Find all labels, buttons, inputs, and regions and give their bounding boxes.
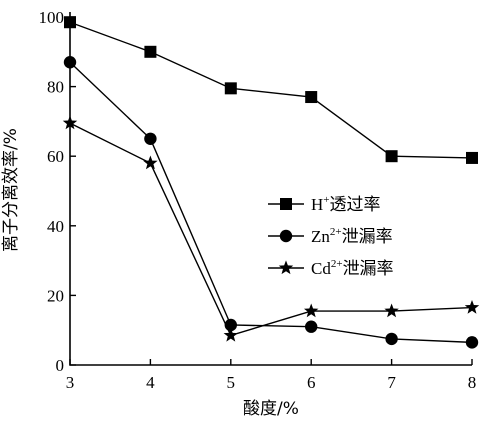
data-point-square — [64, 16, 76, 29]
y-tick-label: 40 — [47, 217, 64, 236]
data-point-circle — [465, 336, 479, 349]
data-point-star — [143, 155, 158, 170]
data-point-circle — [385, 332, 398, 346]
x-tick-label: 3 — [66, 373, 75, 392]
x-tick-label: 6 — [307, 373, 316, 392]
legend-ion: H — [311, 195, 323, 214]
legend-charge: + — [323, 194, 329, 206]
series-circle — [63, 56, 479, 349]
legend-ion: Zn — [311, 227, 330, 246]
legend-marker-circle — [279, 229, 293, 243]
data-point-star — [223, 327, 239, 342]
legend-suffix: 泄漏率 — [342, 227, 393, 247]
series-line-square — [69, 21, 473, 159]
x-tick-label: 7 — [387, 373, 396, 392]
data-point-square — [224, 82, 237, 95]
y-tick-label: 20 — [47, 286, 64, 305]
y-tick-label: 100 — [39, 8, 65, 27]
legend-item-star: Cd2+泄漏率 — [268, 258, 394, 279]
data-point-circle — [63, 56, 77, 69]
legend-suffix: 泄漏率 — [343, 259, 394, 279]
legend-item-circle: Zn2+泄漏率 — [268, 226, 393, 247]
y-tick-label: 60 — [47, 147, 64, 166]
data-point-star — [62, 115, 78, 130]
series-star — [62, 115, 480, 342]
y-axis-label: 离子分离效率/% — [1, 128, 21, 252]
series-square — [64, 16, 478, 164]
data-point-square — [385, 150, 398, 163]
series-line-circle — [69, 61, 473, 344]
y-tick-label: 80 — [47, 78, 64, 97]
x-axis-label: 酸度/% — [243, 399, 299, 419]
legend-marker-square — [280, 198, 292, 210]
series-line-star — [69, 122, 473, 337]
data-point-star — [303, 303, 319, 318]
legend-charge: 2+ — [331, 258, 343, 270]
legend-charge: 2+ — [330, 226, 342, 238]
axes — [69, 12, 472, 366]
legend-marker-star — [278, 260, 294, 275]
data-point-square — [305, 91, 318, 104]
plot-frame-left-bottom — [69, 12, 472, 366]
legend-ion: Cd — [311, 259, 331, 278]
data-point-square — [466, 151, 478, 164]
series-group — [62, 16, 480, 349]
data-point-circle — [305, 320, 318, 333]
x-tick-label: 8 — [468, 373, 477, 392]
legend-item-square: H+透过率 — [268, 194, 381, 215]
legend-label: H+透过率 — [311, 194, 381, 215]
data-point-square — [144, 45, 157, 58]
data-point-star — [464, 299, 480, 314]
data-point-star — [384, 303, 399, 318]
x-tick-label: 4 — [146, 373, 155, 392]
legend-label: Cd2+泄漏率 — [311, 258, 394, 279]
y-tick-label: 0 — [56, 356, 65, 375]
legend-label: Zn2+泄漏率 — [311, 226, 393, 247]
data-point-circle — [144, 132, 157, 145]
legend-suffix: 透过率 — [330, 195, 381, 215]
x-tick-label: 5 — [227, 373, 236, 392]
